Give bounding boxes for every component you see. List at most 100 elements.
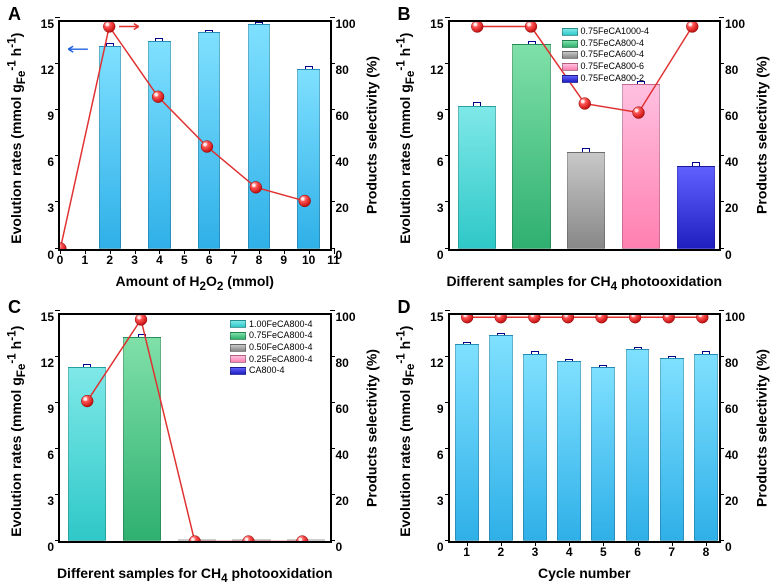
error-bar — [528, 41, 536, 44]
y-left-tick-label: 12 — [430, 356, 443, 370]
y-right-tick-label: 0 — [725, 248, 732, 262]
legend-swatch — [230, 344, 246, 352]
y-right-tick-label: 80 — [725, 63, 738, 77]
error-bar — [155, 38, 163, 41]
x-axis-label: Amount of H2O2 (mmol) — [116, 273, 274, 293]
data-bar — [622, 84, 660, 248]
legend-label: 0.75FeCA800-4 — [581, 38, 645, 50]
error-bar — [255, 22, 263, 24]
y-right-tick-label: 20 — [725, 494, 738, 508]
y-left-tick-label: 9 — [47, 109, 54, 123]
panel-c-label: C — [8, 297, 21, 318]
legend-item: 0.50FeCA800-4 — [230, 342, 313, 354]
x-axis-label: Different samples for CH4 photooxidation — [446, 273, 722, 293]
x-tick-label: 8 — [703, 545, 710, 559]
legend-swatch — [230, 367, 246, 375]
selectivity-marker — [471, 22, 483, 32]
data-bar — [123, 337, 161, 541]
legend-label: 0.75FeCA800-4 — [249, 330, 313, 342]
data-bar — [557, 361, 581, 541]
y-left-tick-label: 3 — [437, 201, 444, 215]
x-tick-label: 5 — [600, 545, 607, 559]
error-bar — [106, 43, 114, 46]
y-left-tick-label: 0 — [47, 540, 54, 554]
selectivity-marker — [525, 22, 537, 32]
y-left-tick-label: 6 — [437, 448, 444, 462]
y-right-tick-label: 40 — [725, 155, 738, 169]
y-left-tick-label: 12 — [430, 63, 443, 77]
right-arrow-icon — [119, 24, 139, 30]
figure-grid: A 0369121502040608010001234567891011Evol… — [0, 0, 779, 585]
x-axis-label: Different samples for CH4 photooxidation — [57, 565, 333, 585]
x-tick-label: 9 — [280, 253, 287, 267]
legend-swatch — [230, 320, 246, 328]
legend-label: 1.00FeCA800-4 — [249, 319, 313, 331]
legend-swatch — [562, 63, 578, 71]
error-bar — [305, 66, 313, 69]
error-bar — [497, 333, 505, 335]
error-bar — [473, 102, 481, 106]
left-arrow-icon — [68, 46, 88, 52]
panel-d-label: D — [398, 297, 411, 318]
y-left-tick-label: 15 — [430, 310, 443, 324]
y-right-tick-label: 100 — [336, 17, 356, 31]
panel-a: A 0369121502040608010001234567891011Evol… — [0, 0, 390, 293]
legend-item: 1.00FeCA800-4 — [230, 319, 313, 331]
data-bar — [591, 367, 615, 541]
y-right-axis-label: Products selectivity (%) — [364, 20, 380, 251]
plot-area: 0369121502040608010012345678 — [448, 313, 722, 544]
x-tick-label: 3 — [131, 253, 138, 267]
x-tick-label: 2 — [497, 545, 504, 559]
data-bar — [626, 349, 650, 541]
data-bar — [178, 539, 216, 541]
y-left-axis-label: Evolution rates (mmol gFe-1 h-1) — [5, 23, 27, 254]
error-bar — [692, 162, 700, 165]
y-right-tick-label: 80 — [725, 356, 738, 370]
y-left-tick-label: 12 — [41, 63, 54, 77]
y-left-tick-label: 3 — [437, 494, 444, 508]
data-bar — [489, 335, 513, 541]
y-left-tick-label: 6 — [47, 448, 54, 462]
data-bar — [660, 358, 684, 541]
panel-b-label: B — [398, 4, 411, 25]
y-right-tick-label: 80 — [336, 356, 349, 370]
y-right-tick-label: 20 — [725, 201, 738, 215]
selectivity-marker — [135, 315, 147, 325]
legend-label: 0.25FeCA800-4 — [249, 354, 313, 366]
y-right-tick-label: 60 — [336, 109, 349, 123]
selectivity-marker — [461, 315, 473, 323]
y-left-axis-label: Evolution rates (mmol gFe-1 h-1) — [5, 316, 27, 547]
x-tick-label: 6 — [634, 545, 641, 559]
y-left-tick-label: 15 — [41, 310, 54, 324]
legend-label: 0.50FeCA800-4 — [249, 342, 313, 354]
error-bar — [463, 342, 471, 344]
panel-a-label: A — [8, 4, 21, 25]
data-bar — [512, 44, 550, 248]
y-right-tick-label: 100 — [725, 17, 745, 31]
legend-swatch — [562, 40, 578, 48]
y-left-tick-label: 9 — [47, 402, 54, 416]
y-left-tick-label: 3 — [47, 201, 54, 215]
selectivity-marker — [562, 315, 574, 323]
legend-swatch — [562, 28, 578, 36]
x-tick-label: 5 — [181, 253, 188, 267]
y-right-tick-label: 60 — [725, 402, 738, 416]
legend-label: 0.75FeCA600-4 — [581, 49, 645, 61]
x-tick-label: 4 — [156, 253, 163, 267]
legend-swatch — [230, 332, 246, 340]
selectivity-marker — [595, 315, 607, 323]
selectivity-marker — [662, 315, 674, 323]
y-left-axis-label: Evolution rates (mmol gFe-1 h-1) — [394, 316, 416, 547]
y-right-axis-label: Products selectivity (%) — [753, 20, 769, 251]
y-left-tick-label: 15 — [430, 17, 443, 31]
y-right-tick-label: 60 — [725, 109, 738, 123]
data-bar — [458, 106, 496, 249]
panel-d: D 0369121502040608010012345678 Evolution … — [390, 293, 779, 585]
x-tick-label: 8 — [256, 253, 263, 267]
legend-item: 0.75FeCA800-6 — [562, 61, 650, 73]
data-bar — [455, 344, 479, 541]
error-bar — [668, 356, 676, 358]
x-tick-label: 10 — [302, 253, 315, 267]
y-right-tick-label: 20 — [336, 494, 349, 508]
data-bar — [248, 24, 270, 248]
